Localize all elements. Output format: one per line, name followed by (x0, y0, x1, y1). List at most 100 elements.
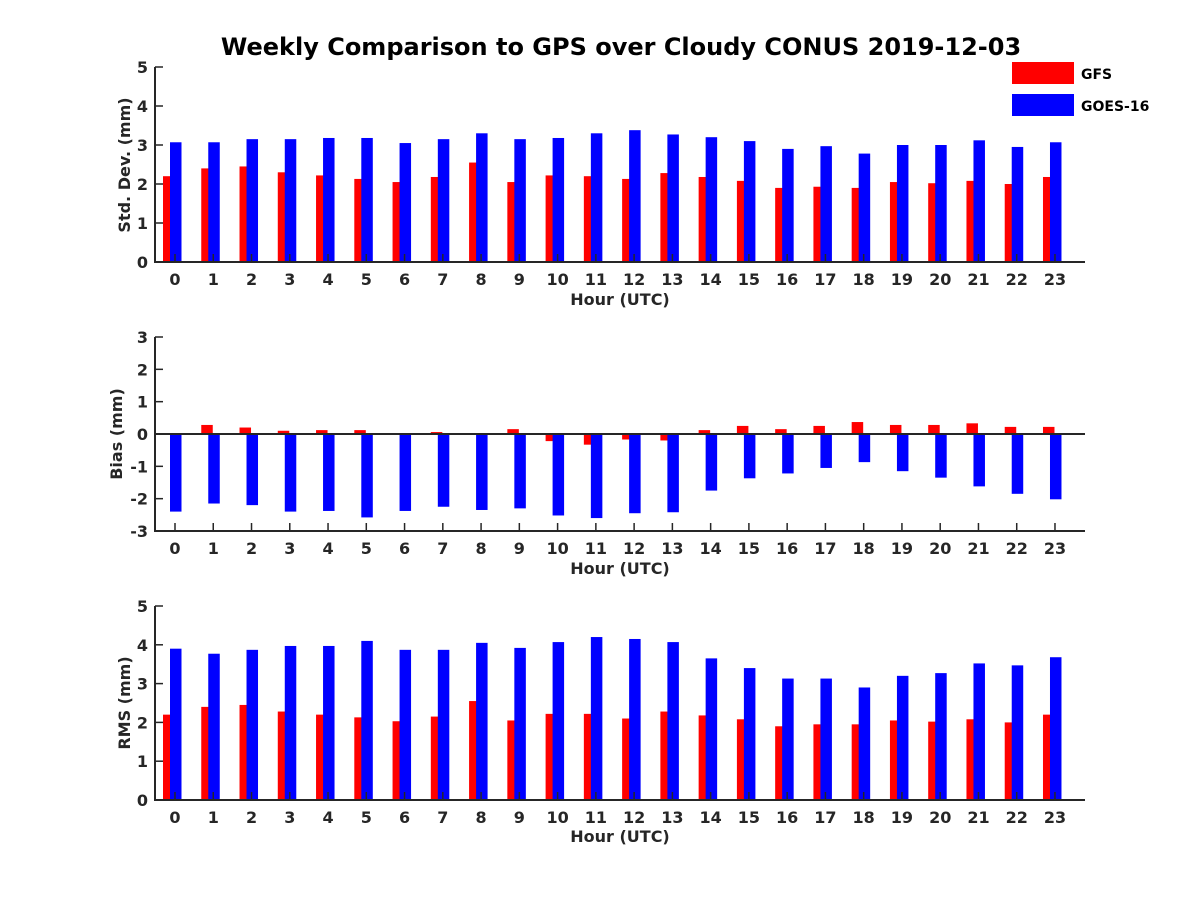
bias-bar-goes16-h4 (323, 434, 335, 511)
std-dev-bar-gfs-h2 (239, 166, 252, 262)
std-dev-y-tick-label: 3 (137, 136, 148, 155)
rms-bar-gfs-h9 (507, 720, 519, 800)
std-dev-x-tick-label: 2 (246, 270, 257, 289)
rms-x-tick-label: 19 (891, 808, 913, 827)
rms-bar-gfs-h18 (851, 724, 864, 800)
std-dev-x-tick-label: 19 (891, 270, 913, 289)
std-dev-bar-goes16-h5 (361, 137, 373, 262)
std-dev-bar-goes16-h10 (552, 137, 565, 262)
std-dev-y-tick-label: 4 (137, 97, 148, 116)
std-dev-y-tick-label: 1 (137, 214, 148, 233)
rms-bar-gfs-h23 (1042, 714, 1055, 800)
std-dev-bar-goes16-h7 (437, 139, 450, 262)
std-dev-bar-gfs-h12 (622, 178, 634, 262)
rms-y-tick-label: 2 (137, 713, 148, 732)
std-dev-bar-gfs-h16 (775, 187, 787, 262)
rms-y-tick-label: 0 (137, 791, 148, 810)
std-dev-x-tick-label: 18 (853, 270, 875, 289)
bias-x-tick-label: 14 (700, 539, 722, 558)
rms-x-tick-label: 20 (929, 808, 951, 827)
bias-bar-gfs-h2 (239, 427, 252, 434)
std-dev-x-tick-label: 5 (361, 270, 372, 289)
bias-bar-goes16-h18 (858, 434, 871, 463)
std-dev-x-tick-label: 14 (700, 270, 722, 289)
std-dev-bar-goes16-h20 (935, 145, 947, 262)
std-dev-x-tick-label: 23 (1044, 270, 1066, 289)
std-dev-bar-goes16-h11 (590, 133, 603, 262)
rms-bar-goes16-h20 (935, 673, 947, 800)
bias-bar-goes16-h1 (208, 434, 220, 504)
std-dev-x-tick-label: 0 (169, 270, 180, 289)
bias-bar-goes16-h11 (590, 434, 603, 519)
bias-bar-goes16-h14 (705, 434, 718, 491)
std-dev-bar-gfs-h13 (660, 173, 672, 262)
bias-y-tick-label: -3 (130, 522, 148, 541)
std-dev-y-tick-label: 5 (137, 58, 148, 77)
bias-bar-gfs-h5 (354, 430, 366, 434)
rms-x-axis-label: Hour (UTC) (570, 827, 670, 846)
bias-bar-goes16-h20 (935, 434, 947, 478)
rms-y-axis-label: RMS (mm) (115, 656, 134, 749)
bias-bar-gfs-h4 (316, 430, 328, 434)
std-dev-x-tick-label: 13 (661, 270, 683, 289)
std-dev-bar-goes16-h9 (514, 139, 526, 262)
bias-bar-gfs-h3 (277, 430, 290, 434)
bias-bar-goes16-h10 (552, 434, 565, 516)
rms-y-tick-label: 3 (137, 675, 148, 694)
bias-y-tick-label: 3 (137, 328, 148, 347)
bias-x-tick-label: 11 (585, 539, 607, 558)
bias-bar-gfs-h23 (1042, 426, 1055, 434)
bias-x-tick-label: 9 (514, 539, 525, 558)
rms-bar-gfs-h17 (813, 724, 825, 800)
std-dev-bar-gfs-h18 (851, 187, 864, 262)
rms-bar-gfs-h2 (239, 704, 252, 800)
rms-bar-goes16-h14 (705, 658, 718, 800)
bias-y-tick-label: -1 (130, 457, 148, 476)
std-dev-bar-gfs-h6 (392, 182, 405, 262)
std-dev-bar-gfs-h1 (201, 168, 213, 262)
bias-x-tick-label: 2 (246, 539, 257, 558)
rms-bar-gfs-h8 (469, 701, 481, 800)
bias-bar-gfs-h22 (1004, 426, 1017, 434)
rms-x-tick-label: 5 (361, 808, 372, 827)
rms-bar-goes16-h12 (629, 638, 641, 800)
rms-bar-gfs-h1 (201, 706, 213, 800)
rms-bar-goes16-h23 (1049, 657, 1062, 800)
rms-bar-gfs-h10 (545, 713, 558, 800)
bias-bar-goes16-h13 (667, 434, 679, 513)
std-dev-bar-goes16-h0 (170, 142, 182, 262)
bias-y-tick-label: 1 (137, 393, 148, 412)
std-dev-bar-gfs-h19 (889, 182, 902, 262)
rms-bar-goes16-h0 (170, 648, 182, 800)
rms-x-tick-label: 22 (1006, 808, 1028, 827)
std-dev-x-tick-label: 10 (546, 270, 568, 289)
rms-bar-goes16-h8 (476, 642, 488, 800)
std-dev-x-tick-label: 8 (476, 270, 487, 289)
bias-x-tick-label: 16 (776, 539, 798, 558)
rms-x-tick-label: 8 (476, 808, 487, 827)
bias-y-tick-label: 2 (137, 360, 148, 379)
rms-y-tick-label: 5 (137, 597, 148, 616)
std-dev-bar-goes16-h15 (743, 141, 756, 262)
rms-x-tick-label: 4 (322, 808, 333, 827)
bias-bar-gfs-h1 (201, 424, 213, 434)
bias-bar-gfs-h16 (775, 429, 787, 434)
std-dev-x-tick-label: 21 (967, 270, 989, 289)
rms-bar-gfs-h22 (1004, 722, 1017, 800)
std-dev-bar-goes16-h1 (208, 142, 220, 262)
rms-x-tick-label: 15 (738, 808, 760, 827)
rms-x-tick-label: 1 (208, 808, 219, 827)
bias-y-axis-label: Bias (mm) (107, 388, 126, 480)
bias-x-tick-label: 7 (437, 539, 448, 558)
rms-x-tick-label: 21 (967, 808, 989, 827)
std-dev-bar-gfs-h17 (813, 186, 825, 262)
std-dev-bar-goes16-h17 (820, 146, 832, 262)
bias-x-tick-label: 22 (1006, 539, 1028, 558)
bias-bar-gfs-h14 (698, 430, 711, 434)
rms-x-tick-label: 7 (437, 808, 448, 827)
std-dev-bar-gfs-h11 (583, 176, 596, 262)
bias-bar-goes16-h8 (476, 434, 488, 510)
bias-bar-gfs-h21 (966, 423, 978, 434)
std-dev-bar-gfs-h4 (316, 175, 328, 262)
